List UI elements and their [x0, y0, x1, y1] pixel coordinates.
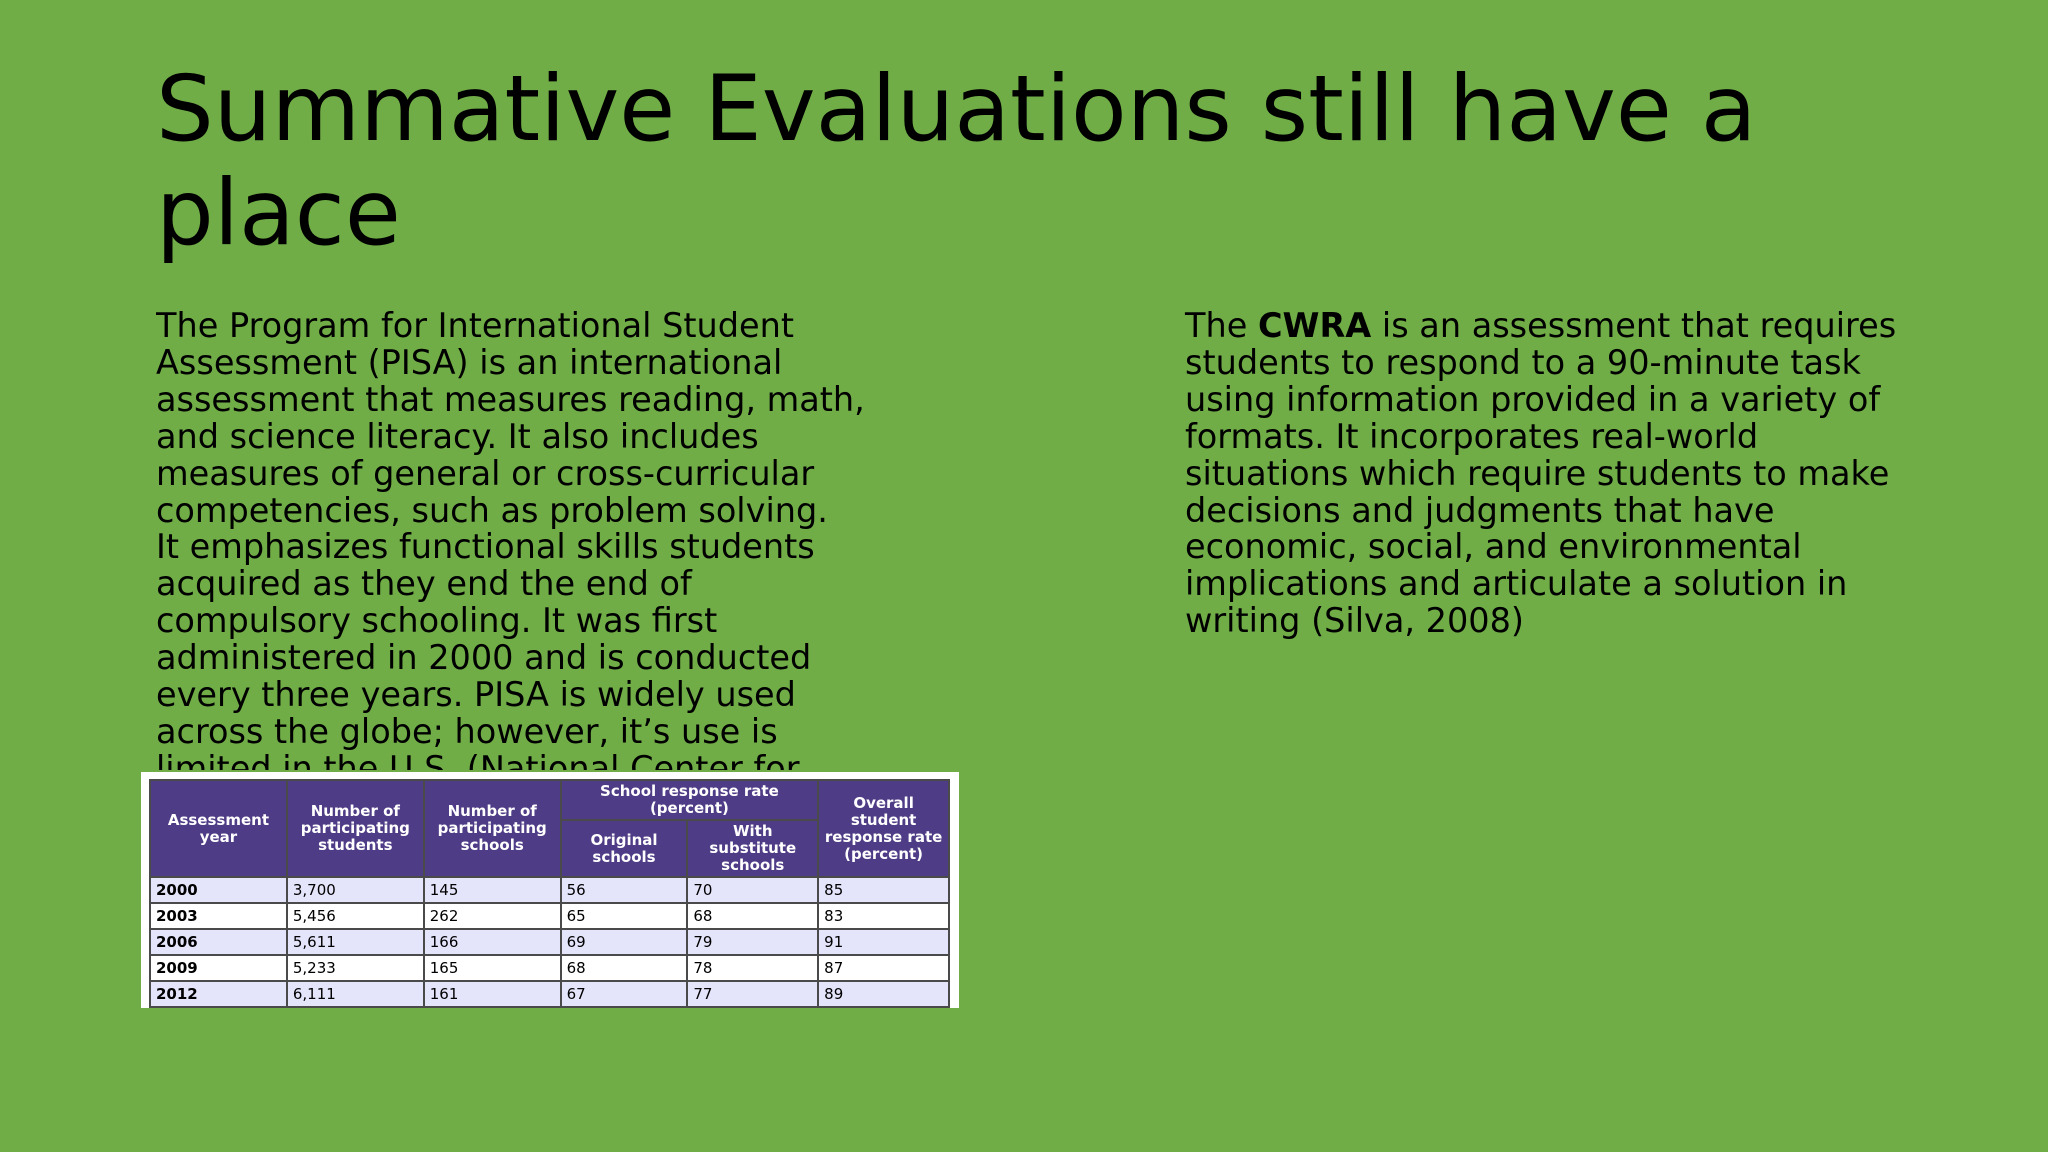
cell-substitute: 68	[686, 902, 820, 930]
slide-title: Summative Evaluations still have a place	[156, 58, 1956, 266]
cwra-term: CWRA	[1257, 306, 1372, 345]
cell-overall: 83	[817, 902, 950, 930]
cell-original: 56	[559, 876, 689, 904]
cell-year: 2003	[149, 902, 288, 930]
cell-overall: 91	[817, 928, 950, 956]
cell-substitute: 78	[686, 954, 820, 982]
header-original-schools: Original schools	[559, 819, 689, 878]
pisa-participation-table: Assessment year Number of participating …	[141, 772, 959, 1008]
cell-year: 2006	[149, 928, 288, 956]
text-line: economic, social, and environmental	[1185, 527, 1802, 567]
cell-students: 3,700	[285, 876, 425, 904]
header-assessment-year: Assessment year	[149, 779, 288, 878]
text-line: acquired as they end the end of	[156, 564, 692, 604]
text-prefix: The	[1185, 306, 1258, 345]
title-line: Summative Evaluations still have a	[156, 57, 1757, 162]
text-suffix: is an assessment that requires	[1371, 306, 1897, 345]
text-line: The Program for International Student	[156, 308, 794, 345]
cell-students: 5,233	[285, 954, 425, 982]
table-row: 2012 6,111 161 67 77 89	[149, 980, 950, 1008]
text-line: administered in 2000 and is conducted	[156, 638, 812, 678]
cell-original: 67	[559, 980, 689, 1008]
cell-year: 2012	[149, 980, 288, 1008]
title-line: place	[156, 161, 401, 266]
cell-students: 5,611	[285, 928, 425, 956]
text-line: students to respond to a 90-minute task	[1185, 342, 1861, 382]
pisa-description: The Program for International Student As…	[156, 308, 916, 770]
text-line: compulsory schooling. It was first	[156, 601, 718, 641]
cell-overall: 87	[817, 954, 950, 982]
cell-schools: 145	[422, 876, 562, 904]
cell-overall: 85	[817, 876, 950, 904]
table-row: 2000 3,700 145 56 70 85	[149, 876, 950, 904]
text-line: limited in the U.S. (National Center for	[156, 748, 800, 770]
data-table: Assessment year Number of participating …	[149, 779, 950, 1008]
cell-schools: 161	[422, 980, 562, 1008]
header-participating-schools: Number of participating schools	[422, 779, 562, 878]
header-participating-students: Number of participating students	[285, 779, 425, 878]
cell-students: 5,456	[285, 902, 425, 930]
text-line: decisions and judgments that have	[1185, 490, 1775, 530]
text-line: formats. It incorporates real-world	[1185, 416, 1759, 456]
text-line: The CWRA is an assessment that requires	[1185, 306, 2005, 345]
text-line: It emphasizes functional skills students	[156, 527, 815, 567]
cell-schools: 165	[422, 954, 562, 982]
text-line: every three years. PISA is widely used	[156, 675, 796, 715]
cell-schools: 166	[422, 928, 562, 956]
cell-schools: 262	[422, 902, 562, 930]
text-line: using information provided in a variety …	[1185, 379, 1881, 419]
cell-substitute: 77	[686, 980, 820, 1008]
cell-year: 2009	[149, 954, 288, 982]
text-line: implications and articulate a solution i…	[1185, 564, 1848, 604]
cell-substitute: 70	[686, 876, 820, 904]
cell-year: 2000	[149, 876, 288, 904]
text-line: situations which require students to mak…	[1185, 453, 1890, 493]
cell-original: 68	[559, 954, 689, 982]
text-line: competencies, such as problem solving.	[156, 490, 828, 530]
table-row: 2003 5,456 262 65 68 83	[149, 902, 950, 930]
cell-overall: 89	[817, 980, 950, 1008]
cell-original: 69	[559, 928, 689, 956]
text-line: across the globe; however, it’s use is	[156, 711, 778, 751]
text-line: assessment that measures reading, math,	[156, 379, 865, 419]
cell-original: 65	[559, 902, 689, 930]
cwra-description: The CWRA is an assessment that requires …	[1185, 306, 2005, 641]
text-line: and science literacy. It also includes	[156, 416, 759, 456]
table-row: 2009 5,233 165 68 78 87	[149, 954, 950, 982]
text-line: measures of general or cross-curricular	[156, 453, 815, 493]
header-substitute-schools: With substitute schools	[686, 819, 820, 878]
text-line: writing (Silva, 2008)	[1185, 601, 1524, 641]
cell-substitute: 79	[686, 928, 820, 956]
cell-students: 6,111	[285, 980, 425, 1008]
header-overall-response-rate: Overall student response rate (percent)	[817, 779, 950, 878]
table-row: 2006 5,611 166 69 79 91	[149, 928, 950, 956]
text-line: Assessment (PISA) is an international	[156, 342, 783, 382]
header-school-response-rate: School response rate (percent)	[559, 779, 820, 821]
